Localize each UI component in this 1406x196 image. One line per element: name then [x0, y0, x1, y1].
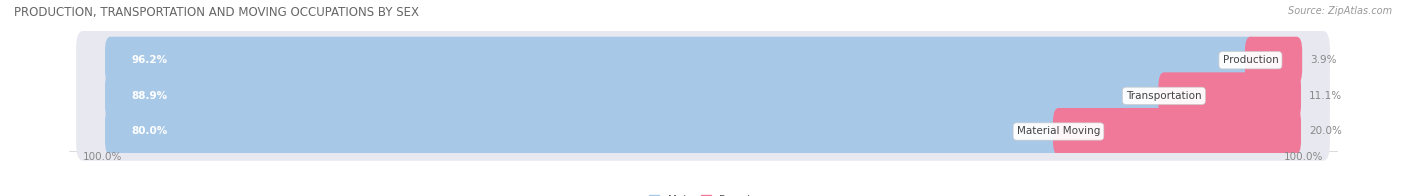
Text: 100.0%: 100.0% [83, 152, 122, 162]
FancyBboxPatch shape [76, 31, 1330, 89]
Text: Material Moving: Material Moving [1017, 126, 1099, 136]
FancyBboxPatch shape [105, 37, 1256, 84]
Text: Transportation: Transportation [1126, 91, 1202, 101]
FancyBboxPatch shape [1159, 72, 1301, 119]
Text: 88.9%: 88.9% [131, 91, 167, 101]
FancyBboxPatch shape [1053, 108, 1301, 155]
Text: 96.2%: 96.2% [131, 55, 167, 65]
Text: 100.0%: 100.0% [1284, 152, 1323, 162]
Text: Production: Production [1223, 55, 1278, 65]
FancyBboxPatch shape [105, 108, 1064, 155]
Text: 80.0%: 80.0% [131, 126, 167, 136]
Text: 20.0%: 20.0% [1309, 126, 1343, 136]
Text: 3.9%: 3.9% [1310, 55, 1337, 65]
FancyBboxPatch shape [1244, 37, 1302, 84]
Text: PRODUCTION, TRANSPORTATION AND MOVING OCCUPATIONS BY SEX: PRODUCTION, TRANSPORTATION AND MOVING OC… [14, 6, 419, 19]
FancyBboxPatch shape [105, 72, 1170, 119]
FancyBboxPatch shape [76, 102, 1330, 161]
Text: Source: ZipAtlas.com: Source: ZipAtlas.com [1288, 6, 1392, 16]
Legend: Male, Female: Male, Female [645, 191, 761, 196]
Text: 11.1%: 11.1% [1309, 91, 1343, 101]
FancyBboxPatch shape [76, 67, 1330, 125]
